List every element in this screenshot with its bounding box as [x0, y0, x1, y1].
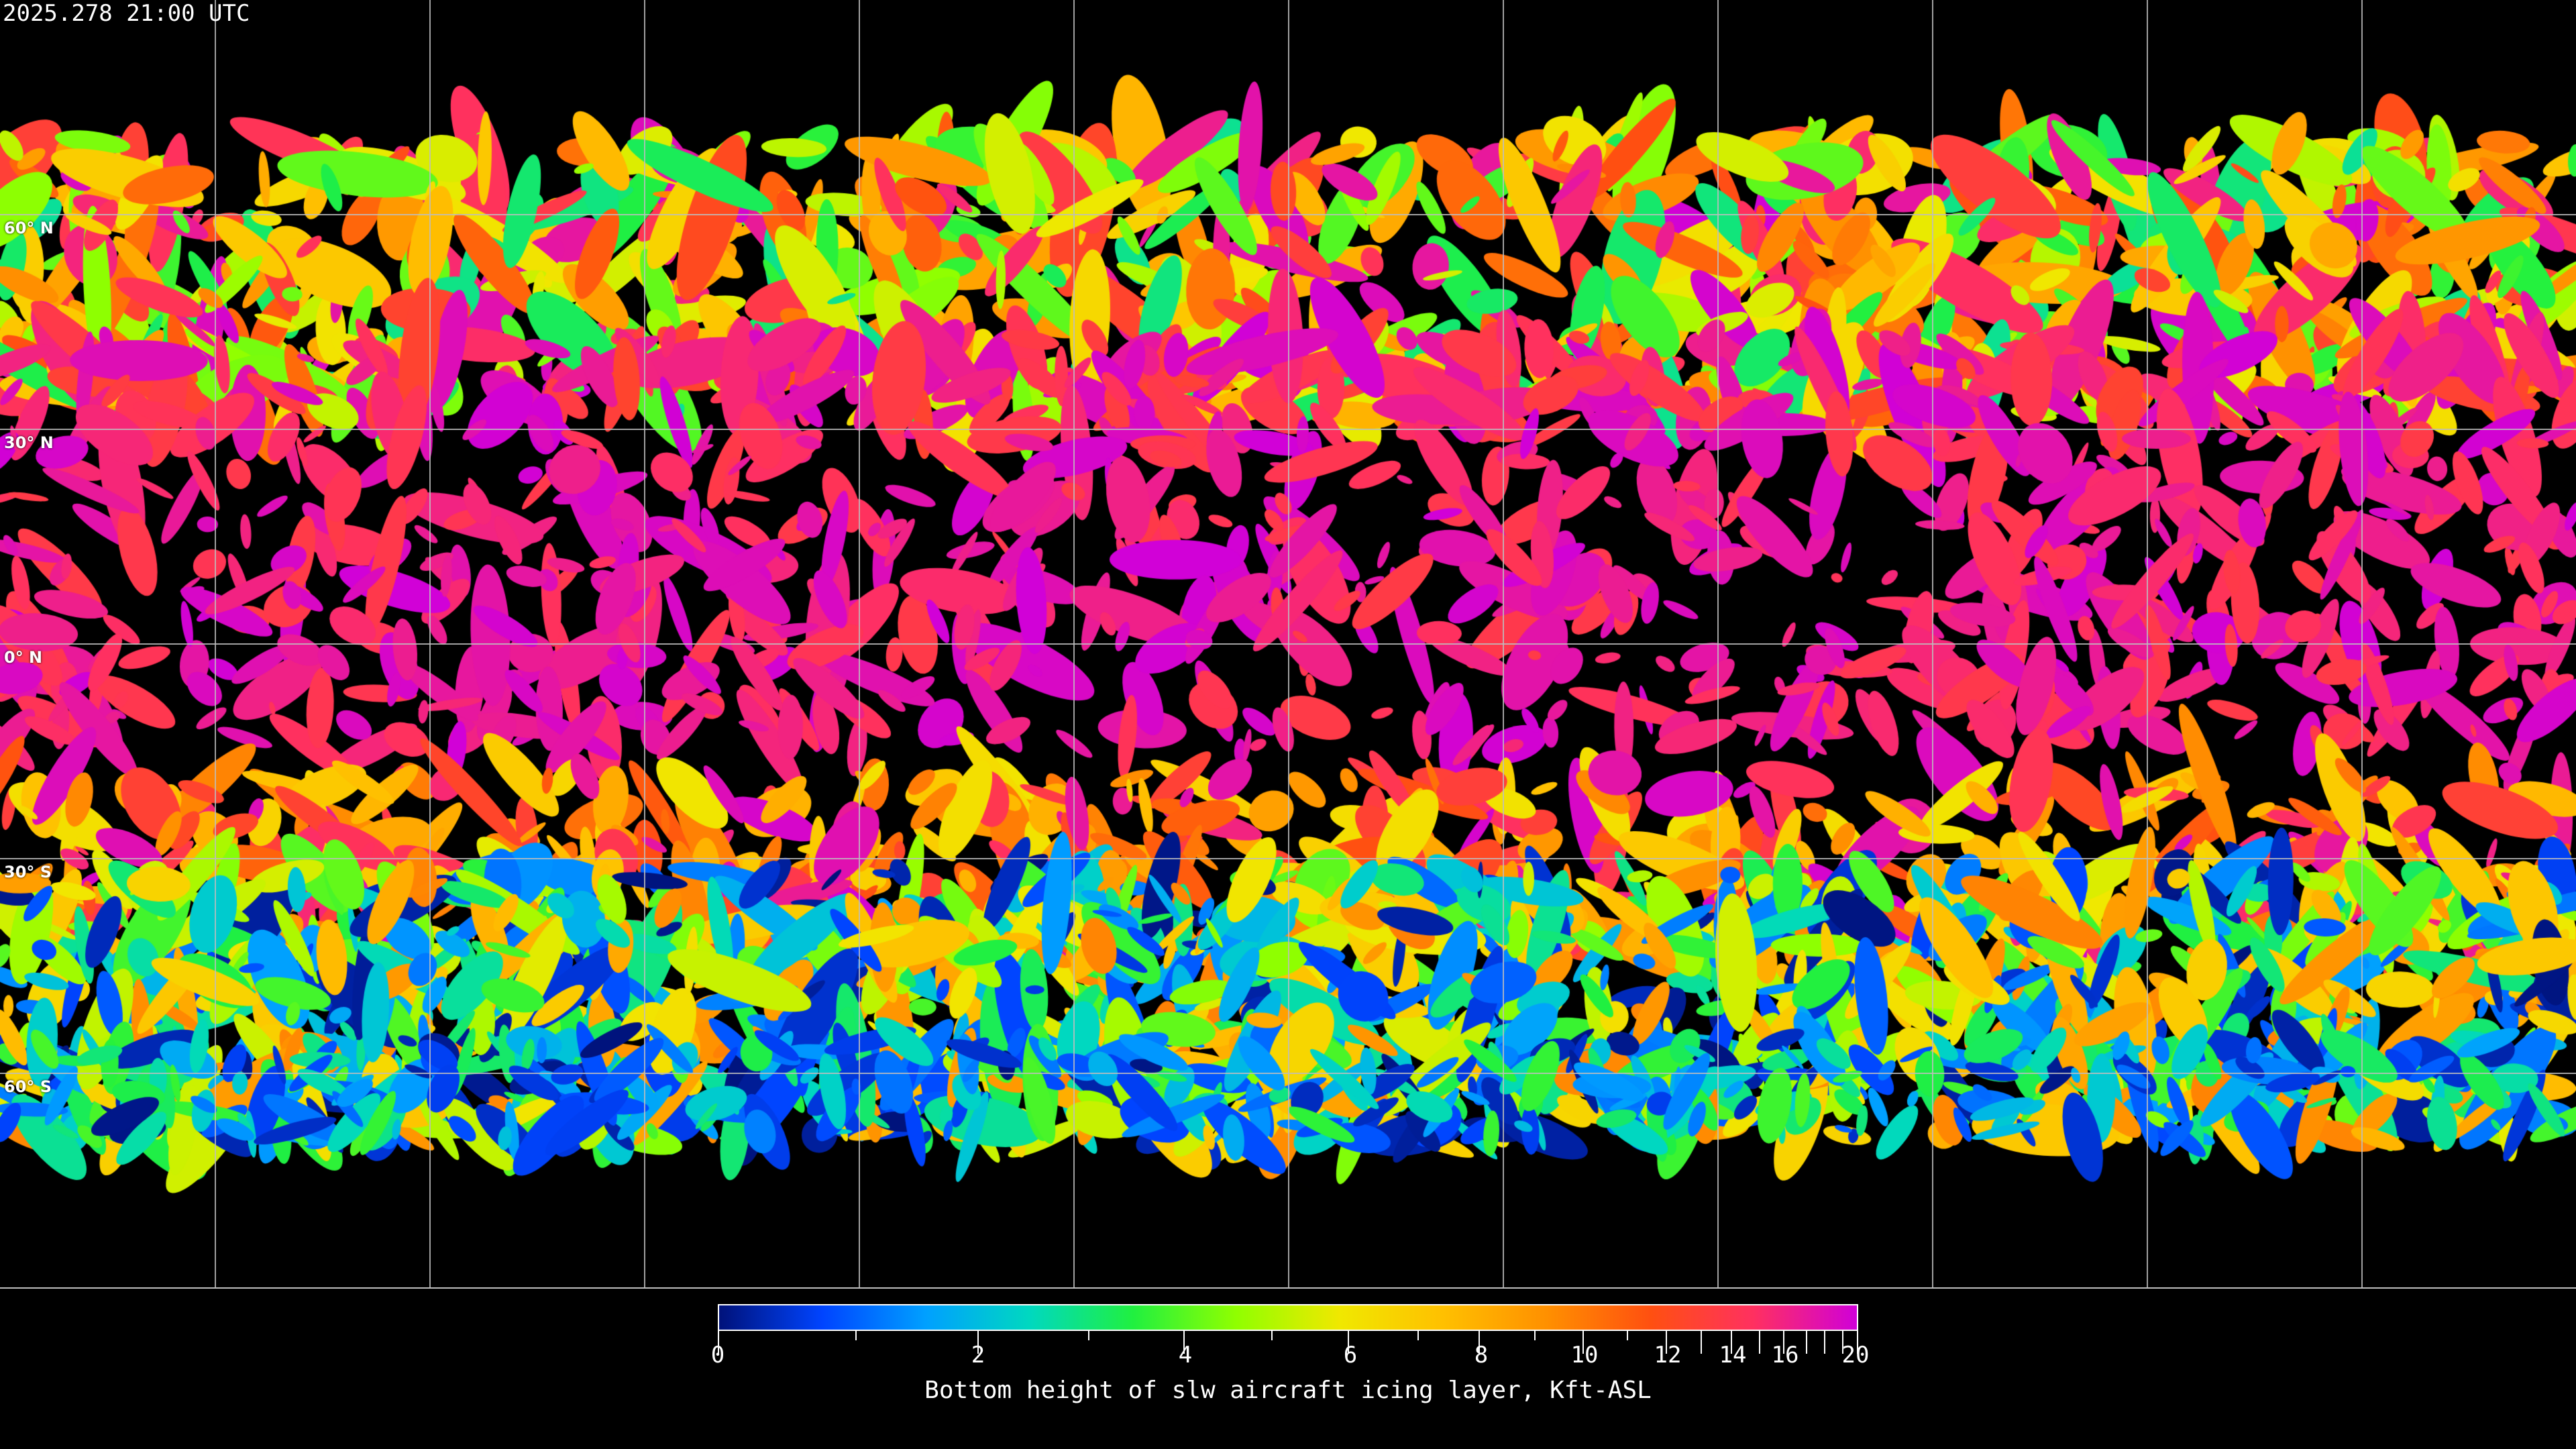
colorbar-tick [1758, 1331, 1760, 1354]
colorbar-title: Bottom height of slw aircraft icing laye… [924, 1377, 1652, 1404]
latitude-gridline [0, 858, 2576, 859]
colorbar-tick [1782, 1331, 1784, 1354]
lat-label-0n: 0° N [4, 648, 43, 667]
colorbar-tick [1730, 1331, 1732, 1354]
tick-label-0: 0 [710, 1342, 725, 1368]
colorbar-tick [1857, 1331, 1858, 1354]
timestamp: 2025.278 21:00 UTC [3, 0, 250, 27]
colorbar-tick [1582, 1331, 1584, 1354]
colorbar-tick [1805, 1331, 1807, 1354]
colorbar-tick [1417, 1331, 1419, 1340]
colorbar-tick [977, 1331, 979, 1354]
tick-label-2: 2 [971, 1342, 985, 1368]
latitude-gridline [0, 643, 2576, 645]
colorbar-tick [1347, 1331, 1349, 1354]
colorbar [718, 1304, 1858, 1331]
tick-label-8: 8 [1474, 1342, 1489, 1368]
lat-label-30s: 30° S [4, 863, 52, 881]
map-bottom-border [0, 1287, 2576, 1289]
lat-label-30n: 30° N [4, 433, 54, 452]
colorbar-tick [718, 1331, 719, 1354]
colorbar-tick [1841, 1331, 1843, 1354]
colorbar-tick [1665, 1331, 1667, 1354]
tick-label-20: 20 [1841, 1342, 1870, 1368]
latitude-gridline [0, 214, 2576, 215]
latitude-gridline [0, 1073, 2576, 1074]
colorbar-tick [1534, 1331, 1536, 1340]
latitude-gridline [0, 429, 2576, 430]
tick-label-16: 16 [1771, 1342, 1799, 1368]
colorbar-tick [1087, 1331, 1089, 1340]
colorbar-tick [1823, 1331, 1825, 1354]
tick-label-6: 6 [1343, 1342, 1358, 1368]
icing-map [0, 0, 2576, 1288]
tick-label-10: 10 [1570, 1342, 1599, 1368]
tick-label-12: 12 [1654, 1342, 1682, 1368]
colorbar-tick [855, 1331, 857, 1340]
lat-label-60n: 60° N [4, 219, 54, 237]
colorbar-tick [1183, 1331, 1185, 1354]
colorbar-tick [1701, 1331, 1703, 1354]
tick-label-4: 4 [1178, 1342, 1193, 1368]
lat-label-60s: 60° S [4, 1077, 52, 1096]
colorbar-tick [1271, 1331, 1273, 1340]
tick-label-14: 14 [1719, 1342, 1747, 1368]
colorbar-tick [1479, 1331, 1481, 1354]
colorbar-tick [1627, 1331, 1628, 1340]
